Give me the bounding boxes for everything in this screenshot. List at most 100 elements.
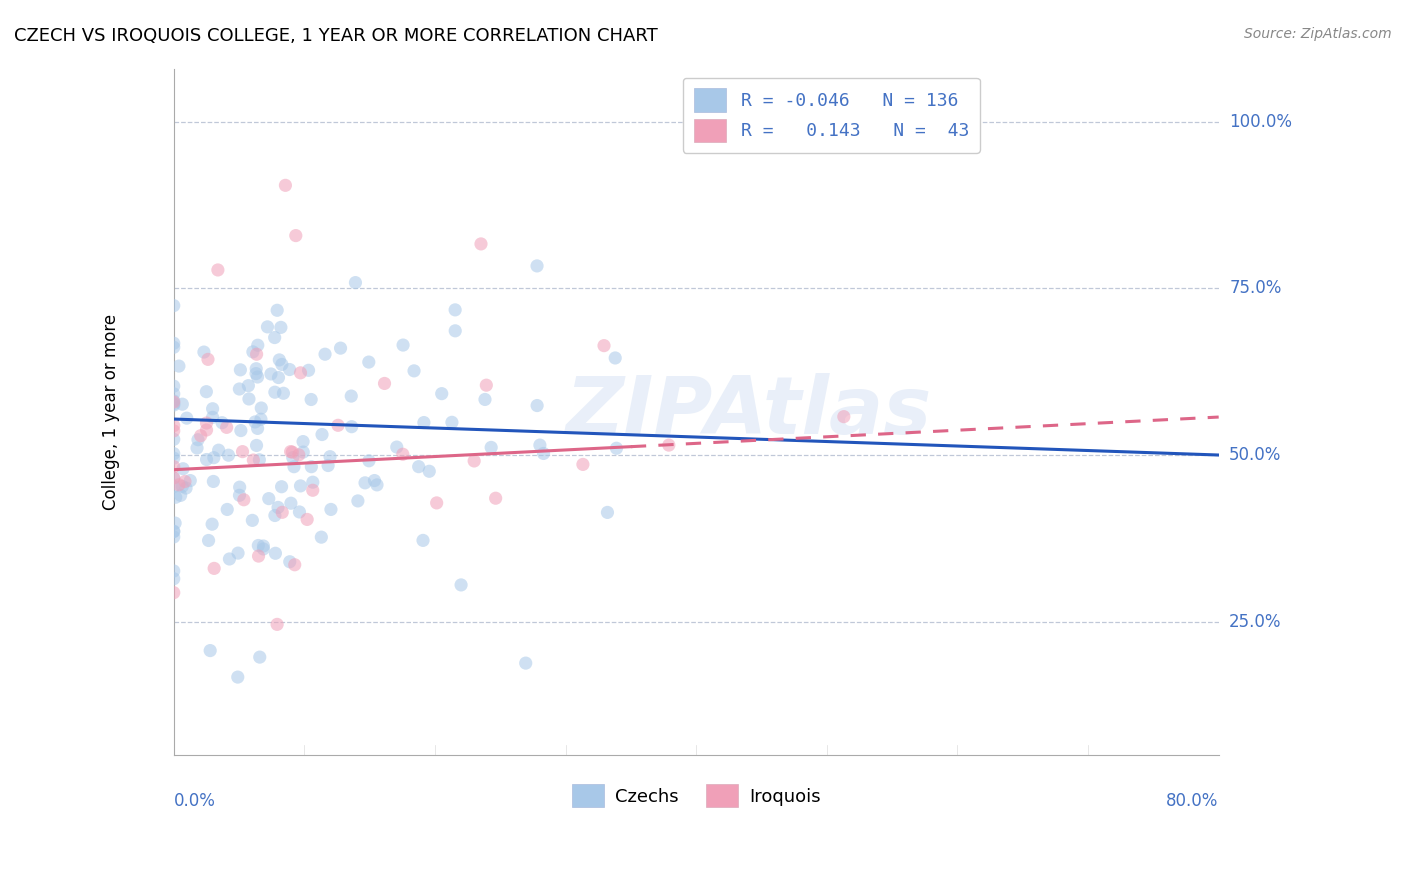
Point <box>288 448 311 462</box>
Point <box>326 418 349 433</box>
Point <box>533 446 555 460</box>
Point <box>228 488 250 502</box>
Point <box>263 385 285 400</box>
Point <box>202 561 225 575</box>
Point <box>163 433 186 447</box>
Point <box>311 427 333 442</box>
Point <box>195 423 218 437</box>
Point <box>163 459 186 474</box>
Point <box>246 370 269 384</box>
Point <box>243 415 266 429</box>
Point <box>167 477 190 491</box>
Point <box>270 480 292 494</box>
Point <box>165 490 187 504</box>
Text: 0.0%: 0.0% <box>174 791 215 810</box>
Point <box>229 424 252 438</box>
Point <box>288 505 311 519</box>
Point <box>319 502 342 516</box>
Point <box>250 401 273 415</box>
Point <box>412 533 434 548</box>
Legend: Czechs, Iroquois: Czechs, Iroquois <box>564 777 828 814</box>
Point <box>260 367 283 381</box>
Point <box>292 434 315 449</box>
Text: 50.0%: 50.0% <box>1229 446 1281 464</box>
Point <box>217 502 239 516</box>
Point <box>357 355 380 369</box>
Point <box>385 440 408 454</box>
Point <box>270 320 292 334</box>
Point <box>246 338 269 352</box>
Point <box>266 303 288 318</box>
Point <box>444 324 467 338</box>
Point <box>218 552 240 566</box>
Point <box>572 458 595 472</box>
Point <box>284 228 307 243</box>
Point <box>344 276 367 290</box>
Point <box>340 389 363 403</box>
Point <box>163 394 186 409</box>
Point <box>281 445 304 459</box>
Point <box>201 410 224 425</box>
Point <box>529 438 551 452</box>
Point <box>250 412 273 426</box>
Point <box>229 363 252 377</box>
Point <box>202 475 225 489</box>
Point <box>228 382 250 396</box>
Point <box>301 483 323 498</box>
Point <box>207 263 229 277</box>
Point <box>163 524 186 539</box>
Point <box>474 392 496 407</box>
Point <box>281 450 304 465</box>
Point <box>301 475 323 490</box>
Point <box>264 508 287 523</box>
Point <box>290 366 312 380</box>
Point <box>246 347 269 361</box>
Point <box>201 517 224 532</box>
Point <box>163 585 186 599</box>
Point <box>163 530 186 544</box>
Point <box>197 352 219 367</box>
Text: 80.0%: 80.0% <box>1167 791 1219 810</box>
Point <box>195 416 218 430</box>
Point <box>176 411 198 425</box>
Point <box>430 386 453 401</box>
Point <box>172 479 194 493</box>
Point <box>284 558 307 572</box>
Point <box>832 409 855 424</box>
Point <box>195 452 218 467</box>
Point <box>271 505 294 519</box>
Point <box>292 445 315 459</box>
Point <box>297 363 319 377</box>
Text: 100.0%: 100.0% <box>1229 112 1292 131</box>
Text: 75.0%: 75.0% <box>1229 279 1281 297</box>
Point <box>354 475 377 490</box>
Point <box>392 338 415 352</box>
Point <box>247 452 270 467</box>
Point <box>165 516 187 530</box>
Point <box>266 617 288 632</box>
Point <box>329 341 352 355</box>
Point <box>186 441 208 455</box>
Point <box>187 433 209 447</box>
Point <box>402 364 425 378</box>
Point <box>202 450 225 465</box>
Point <box>605 351 627 365</box>
Point <box>247 539 270 553</box>
Point <box>485 491 508 506</box>
Point <box>193 345 215 359</box>
Point <box>256 319 278 334</box>
Point <box>463 454 485 468</box>
Point <box>198 643 221 657</box>
Point <box>319 450 342 464</box>
Point <box>299 392 322 407</box>
Point <box>252 541 274 556</box>
Point <box>163 397 186 411</box>
Point <box>172 397 194 411</box>
Point <box>366 478 388 492</box>
Text: Source: ZipAtlas.com: Source: ZipAtlas.com <box>1244 27 1392 41</box>
Point <box>257 491 280 506</box>
Point <box>470 236 492 251</box>
Point <box>226 670 249 684</box>
Point <box>163 572 186 586</box>
Point <box>174 475 197 489</box>
